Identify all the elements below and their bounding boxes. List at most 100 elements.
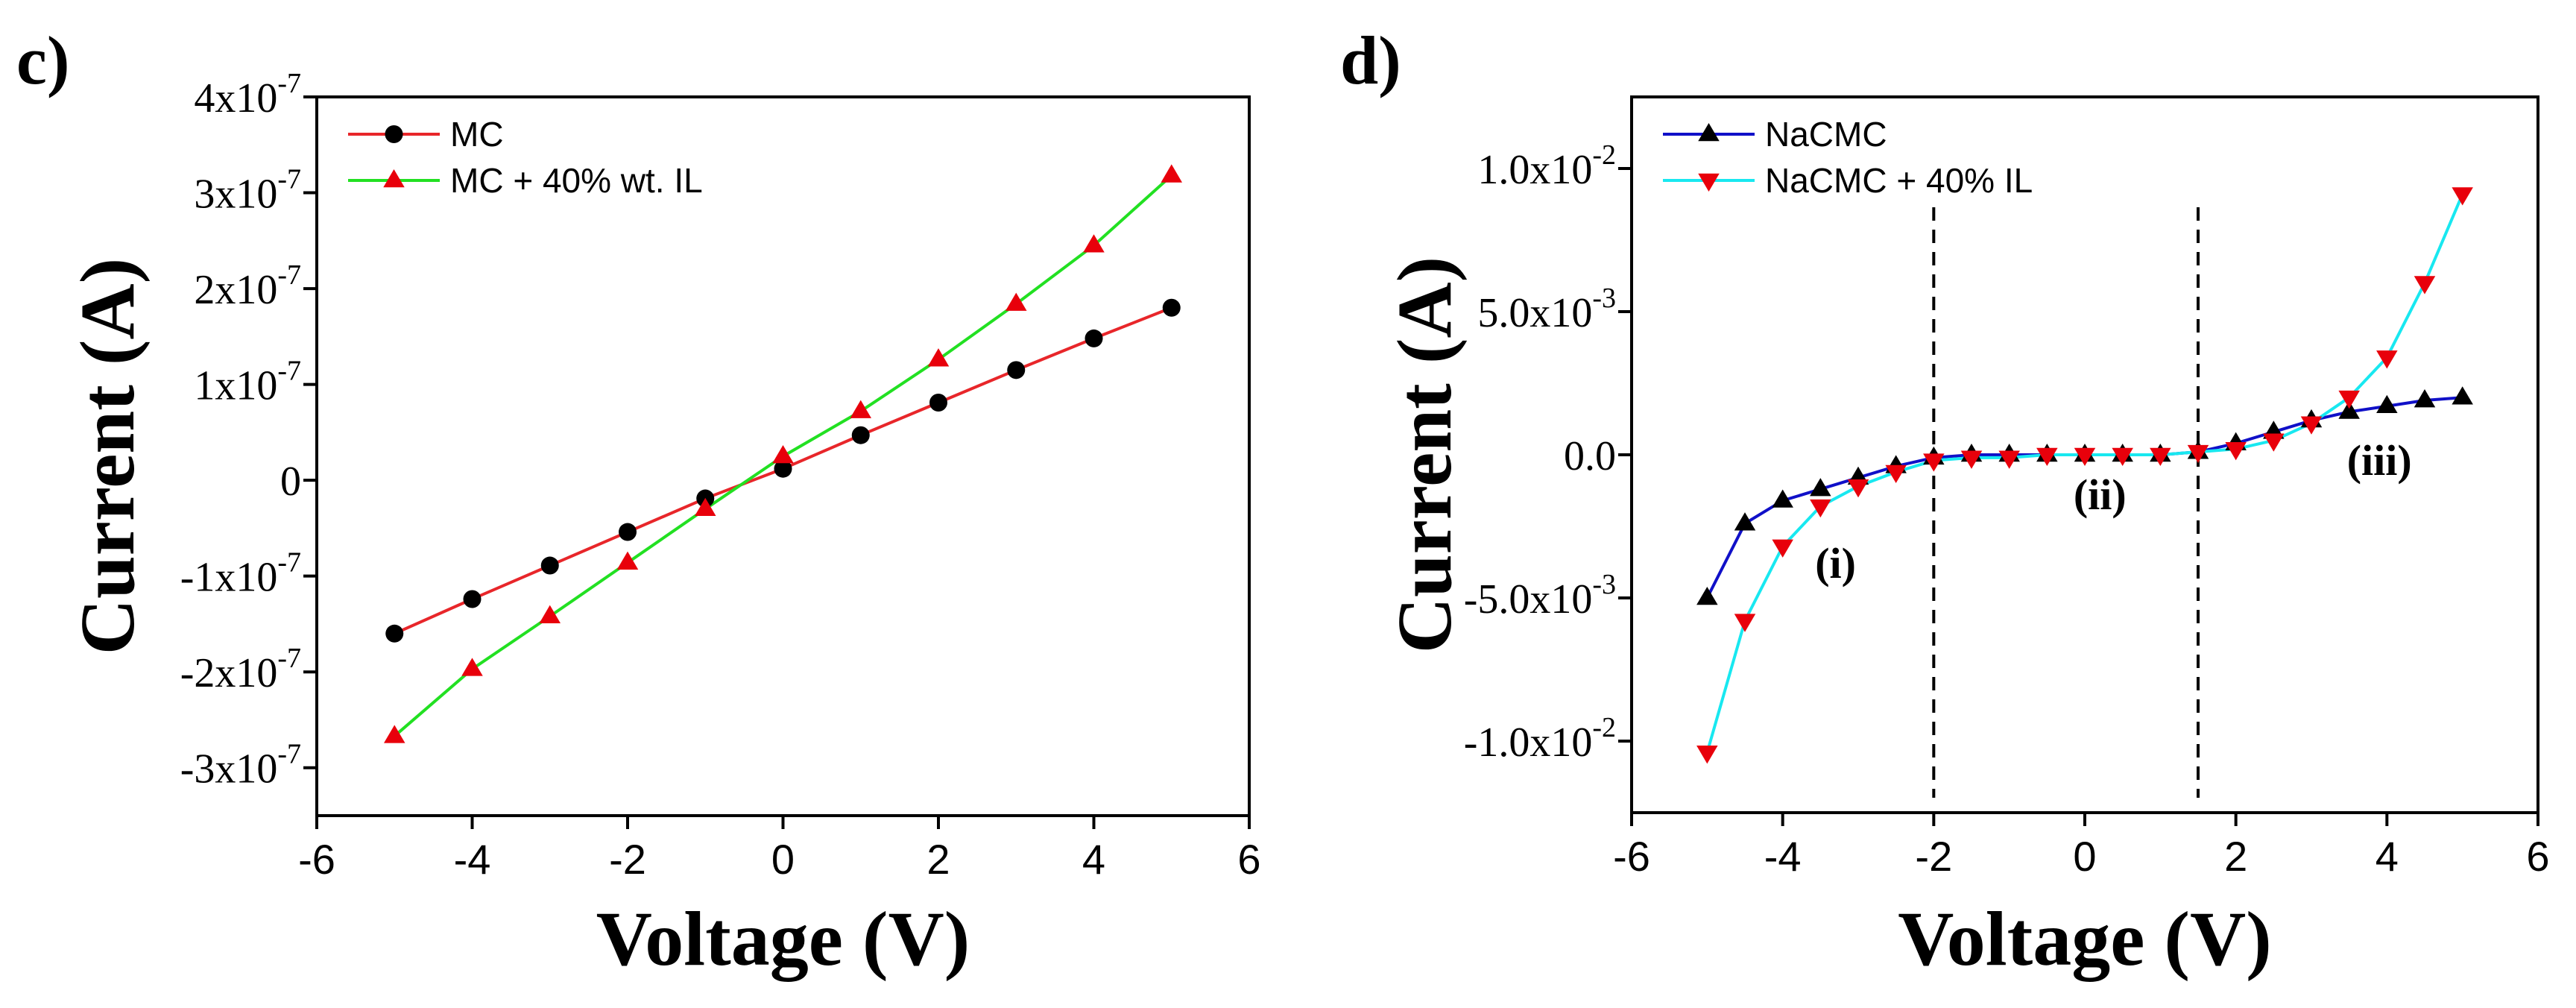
data-point	[1885, 464, 1907, 484]
data-point	[2376, 350, 2398, 369]
y-axis-label: Current (A)	[1382, 256, 1468, 653]
series-group	[1696, 187, 2473, 764]
data-point	[2338, 400, 2360, 419]
x-tick-label: -6	[298, 836, 335, 883]
data-point	[619, 523, 637, 541]
y-axis-ticks: -3x10-7-2x10-7-1x10-701x10-72x10-73x10-7…	[180, 68, 317, 793]
data-point	[461, 658, 483, 676]
y-tick-exponent: -7	[277, 356, 301, 387]
y-tick-base: 2x10	[194, 267, 277, 313]
y-axis-label: Current (A)	[65, 258, 151, 655]
data-point	[1734, 614, 1756, 632]
data-point	[2376, 394, 2398, 414]
legend-marker	[383, 169, 405, 188]
y-tick-label: -5.0x10-3	[1464, 569, 1616, 623]
y-tick-exponent: -2	[1592, 712, 1616, 743]
x-tick-label: 2	[926, 836, 950, 883]
panel-label: c)	[16, 22, 69, 98]
region-annotation: (iii)	[2347, 436, 2412, 485]
legend: MC MC + 40% wt. IL	[348, 115, 703, 200]
x-axis-label: Voltage (V)	[596, 896, 970, 982]
y-tick-label: 0	[280, 459, 301, 505]
x-tick-label: 4	[1082, 836, 1105, 883]
data-point	[1007, 361, 1026, 379]
region-divider-lines	[1932, 207, 2200, 798]
region-annotation: (i)	[1815, 539, 1856, 588]
x-tick-label: 4	[2375, 833, 2399, 880]
y-tick-label: 5.0x10-3	[1477, 283, 1616, 336]
y-tick-label: 1x10-7	[194, 356, 301, 409]
y-tick-base: -3x10	[180, 746, 278, 793]
x-tick-label: 2	[2224, 833, 2247, 880]
data-point	[385, 624, 404, 643]
x-tick-label: 0	[2073, 833, 2096, 880]
data-point	[463, 590, 482, 608]
y-tick-label: 1.0x10-2	[1477, 139, 1616, 193]
legend-marker	[1698, 123, 1720, 142]
legend: NaCMC NaCMC + 40% IL	[1663, 115, 2033, 200]
x-axis-label: Voltage (V)	[1898, 896, 2272, 982]
x-axis-ticks: -6 -4 -2 0 2 4 6	[1613, 813, 2550, 880]
data-point	[2074, 447, 2096, 466]
y-tick-exponent: -7	[277, 259, 301, 291]
y-tick-exponent: -7	[277, 68, 301, 99]
y-tick-exponent: -7	[277, 643, 301, 674]
panel-c: c) -3x10-7-2x10-7-1x10-701x10-72x10-73x1…	[16, 22, 1261, 982]
y-tick-base: -2x10	[180, 650, 278, 696]
x-tick-label: 0	[771, 836, 795, 883]
data-point	[2112, 447, 2133, 466]
series-group	[384, 164, 1182, 743]
data-point	[1810, 499, 1831, 518]
y-tick-base: 4x10	[194, 75, 277, 122]
data-point	[2414, 276, 2436, 294]
data-point	[2452, 187, 2473, 206]
data-point	[929, 394, 947, 412]
data-point	[2150, 447, 2171, 466]
data-point	[1085, 329, 1103, 347]
y-tick-exponent: -2	[1592, 139, 1616, 171]
x-tick-label: -4	[1764, 833, 1802, 880]
data-point	[2225, 442, 2247, 461]
data-point	[1923, 453, 1945, 472]
data-point	[695, 497, 716, 516]
data-point	[1162, 298, 1181, 317]
data-point	[1696, 587, 1718, 605]
y-tick-base: -5.0x10	[1464, 576, 1593, 623]
data-point	[2452, 386, 2473, 405]
y-tick-base: 5.0x10	[1477, 290, 1592, 336]
data-point	[2187, 444, 2209, 464]
legend-label: MC + 40% wt. IL	[450, 161, 703, 200]
data-point	[2300, 416, 2323, 435]
y-tick-base: 3x10	[194, 171, 277, 218]
y-tick-exponent: -7	[277, 739, 301, 770]
data-point	[1083, 234, 1105, 253]
y-tick-label: -3x10-7	[180, 739, 301, 793]
data-point	[1161, 164, 1182, 183]
y-tick-exponent: -7	[277, 164, 301, 195]
y-tick-base: -1x10	[180, 555, 278, 601]
legend-marker	[385, 125, 403, 143]
data-point	[774, 459, 792, 478]
data-point	[2263, 433, 2285, 452]
data-point	[851, 426, 870, 444]
data-point	[2414, 389, 2436, 408]
data-point	[927, 348, 950, 367]
data-point	[1810, 478, 1831, 497]
y-tick-label: 3x10-7	[194, 164, 301, 218]
data-point	[1772, 489, 1793, 508]
data-point	[1734, 512, 1756, 531]
y-tick-exponent: -3	[1592, 569, 1616, 600]
x-tick-label: -4	[454, 836, 491, 883]
region-annotation: (ii)	[2074, 470, 2127, 519]
x-tick-label: 6	[2526, 833, 2549, 880]
data-point	[2338, 390, 2360, 409]
x-tick-label: -2	[609, 836, 646, 883]
x-tick-label: -6	[1613, 833, 1650, 880]
data-point	[1998, 450, 2020, 469]
data-point	[1960, 450, 1983, 469]
data-point	[1772, 539, 1793, 558]
legend-marker	[1698, 173, 1720, 192]
data-point	[1006, 292, 1027, 311]
y-tick-base: 1.0x10	[1477, 147, 1592, 193]
